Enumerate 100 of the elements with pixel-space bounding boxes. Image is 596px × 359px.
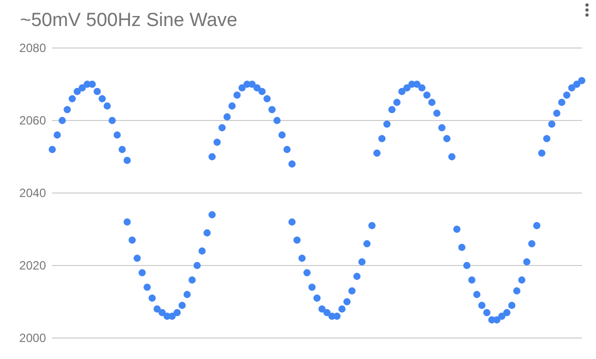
point [74,88,81,96]
point [388,106,396,114]
point [198,247,206,255]
chart-title: ~50mV 500Hz Sine Wave [20,10,238,31]
point [423,92,430,99]
point [338,305,346,313]
point [233,92,241,99]
point [443,135,450,142]
point [398,88,406,96]
point [58,116,66,124]
point [154,305,161,313]
y-tick-label: 2040 [19,186,46,200]
point [478,302,486,309]
point [293,236,301,244]
point [158,309,166,316]
point [358,258,366,266]
point [373,150,381,157]
point [223,113,231,120]
point [128,236,136,244]
point [433,110,440,117]
point [498,312,506,320]
point [463,262,470,270]
point [144,284,151,291]
point [353,272,361,280]
y-tick-label: 2020 [19,258,46,273]
point [503,309,510,316]
point [348,287,356,294]
point [538,150,546,157]
point [468,276,476,284]
point [273,116,281,124]
point [263,95,271,102]
point [448,153,456,160]
point [558,98,566,106]
point [288,160,296,168]
point [268,106,276,114]
point [318,305,326,313]
point [68,95,76,102]
point [508,302,516,309]
point [548,120,556,128]
point [213,138,221,146]
point [363,240,371,248]
point [578,77,586,84]
point [303,269,311,276]
point [493,316,500,324]
point [523,258,530,266]
point [308,284,316,291]
point [278,131,286,139]
point [458,244,466,251]
point [438,124,446,132]
y-tick-label: 2080 [19,41,46,56]
point [298,254,306,262]
point [108,116,116,124]
point [383,120,391,128]
point [174,309,181,316]
point [513,287,520,294]
point [184,290,191,298]
point [204,229,211,236]
point [134,254,141,262]
point [378,135,386,142]
point [188,276,196,284]
point [138,269,146,276]
point [393,98,401,106]
point [124,156,131,164]
point [483,309,490,316]
point [453,226,460,233]
point [194,262,201,270]
point [238,84,246,92]
point [568,84,576,92]
y-tick-label: 2000 [19,331,46,346]
point [528,240,536,248]
point [118,146,126,154]
point [368,222,376,230]
point [168,312,176,320]
point [413,80,421,88]
point [64,106,71,114]
point [78,84,86,92]
point [114,131,121,139]
point [323,309,331,316]
point [533,222,540,230]
point [343,298,351,306]
point [178,302,186,309]
point [258,88,266,96]
point [313,294,321,302]
point [148,294,156,302]
point [288,218,296,226]
point [218,124,226,132]
point [473,290,480,298]
point [253,84,261,92]
point [543,135,550,142]
y-tick-label: 2060 [19,114,46,128]
point [283,146,291,154]
point [208,211,216,218]
point [208,153,216,160]
point [563,92,570,99]
point [228,102,236,110]
point [333,312,341,320]
point [573,80,580,88]
point [553,110,560,117]
point [54,131,61,139]
point [428,98,436,106]
